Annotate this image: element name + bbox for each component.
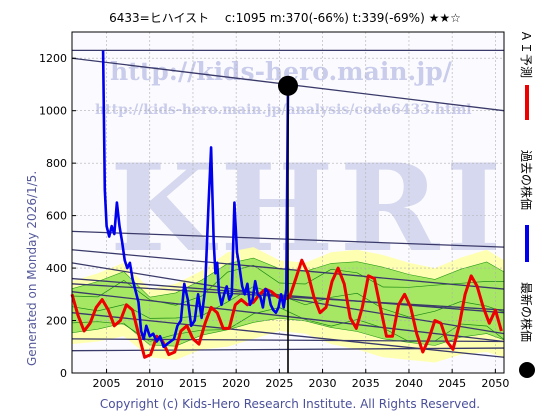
y-tick-label: 0: [60, 367, 67, 380]
x-tick-label: 2035: [352, 377, 380, 390]
series-past-price: [101, 50, 290, 349]
x-tick-label: 2025: [265, 377, 293, 390]
watermark-url-2: http://kids-hero.main.jp/analysis/code64…: [95, 102, 472, 118]
x-tick-label: 2050: [481, 377, 509, 390]
band-contour: [71, 286, 505, 319]
y-tick-label: 800: [46, 157, 67, 170]
generated-date: Generated on Monday 2026/1/5.: [25, 171, 39, 366]
legend-past-label: 過去の株価: [519, 150, 534, 210]
copyright-footer: Copyright (c) Kids-Hero Research Institu…: [100, 397, 480, 411]
data-series: [70, 50, 503, 373]
x-tick-label: 2005: [93, 377, 121, 390]
legend-ai-label: ＡＩ予測: [519, 30, 533, 78]
y-tick-label: 600: [46, 210, 67, 223]
x-tick-label: 2015: [179, 377, 207, 390]
y-tick-label: 200: [46, 315, 67, 328]
legend-latest-swatch: [519, 362, 535, 378]
x-tick-label: 2040: [395, 377, 423, 390]
y-tick-label: 1000: [39, 105, 67, 118]
x-tick-label: 2020: [222, 377, 250, 390]
watermark-logo: KHRI: [110, 138, 508, 279]
y-axis-ticks: 0 200 400 600 800 1000 1200: [39, 52, 76, 380]
plot-frame: [71, 31, 505, 374]
x-tick-label: 2045: [438, 377, 466, 390]
series-ai-forecast: [70, 258, 503, 359]
latest-price-dot: [278, 75, 298, 96]
chart-title: 6433=ヒハイスト c:1095 m:370(-66%) t:339(-69%…: [109, 11, 461, 25]
band-contour: [71, 264, 504, 306]
y-tick-label: 400: [46, 262, 67, 275]
y-tick-label: 1200: [39, 52, 67, 65]
x-axis-ticks: 2005 2010 2015 2020 2025 2030 2035 2040 2045 2050: [93, 369, 509, 390]
legend-latest-label: 最新の株価: [519, 282, 534, 342]
band-contour: [71, 307, 505, 342]
x-tick-label: 2030: [309, 377, 337, 390]
x-tick-label: 2010: [136, 377, 164, 390]
